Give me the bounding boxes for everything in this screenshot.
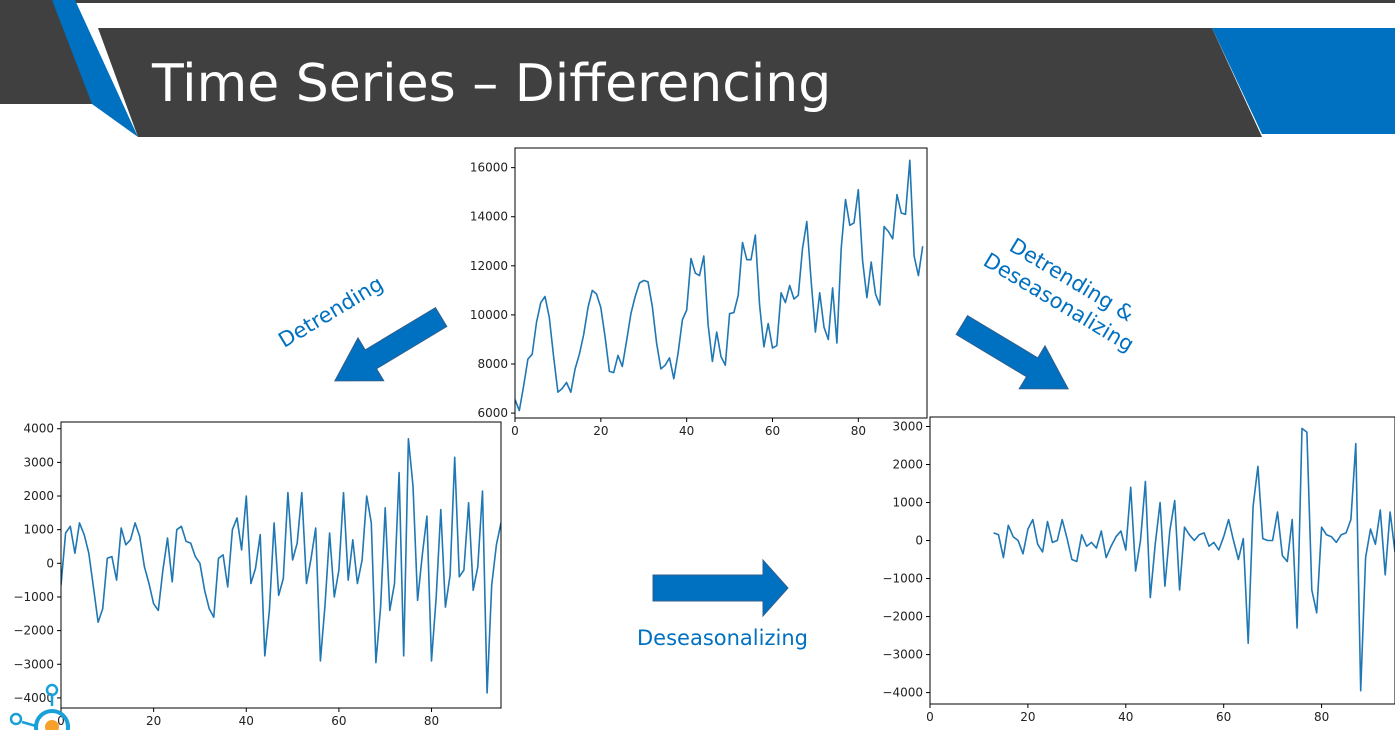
y-tick-label: 8000: [477, 357, 508, 371]
x-tick-label: 0: [57, 714, 65, 728]
x-tick-label: 20: [593, 424, 608, 438]
x-tick-label: 80: [1314, 710, 1329, 724]
plot-area: [61, 422, 501, 708]
y-tick-label: 0: [46, 556, 54, 570]
x-tick-label: 40: [1118, 710, 1133, 724]
y-tick-label: 2000: [23, 489, 54, 503]
x-tick-label: 40: [239, 714, 254, 728]
y-tick-label: −1000: [882, 572, 923, 586]
label-deseasonalizing: Deseasonalizing: [637, 626, 808, 650]
series-line: [61, 437, 501, 694]
chart-detrended-deseasonalized: 0 20 40 60 80 −4000 −3000 −2000 −1000 0 1000 2000 30…: [882, 416, 1395, 724]
y-tick-label: −3000: [882, 648, 923, 662]
y-tick-label: 16000: [470, 161, 508, 175]
y-tick-label: 6000: [477, 406, 508, 420]
y-tick-label: 2000: [892, 458, 923, 472]
banner-left-block: [0, 0, 104, 104]
chart-original: 0 20 40 60 80 6000 8000 10000 12000 14000 16000: [470, 147, 928, 438]
top-rule: [0, 0, 1395, 3]
y-tick-label: −2000: [13, 624, 54, 638]
y-tick-label: 0: [915, 534, 923, 548]
x-tick-label: 80: [424, 714, 439, 728]
arrow-down-left-icon: [334, 306, 448, 382]
y-tick-label: 1000: [23, 523, 54, 537]
x-tick-label: 20: [146, 714, 161, 728]
x-tick-label: 0: [926, 710, 934, 724]
y-tick-label: −4000: [13, 691, 54, 705]
y-tick-label: −1000: [13, 590, 54, 604]
x-tick-label: 60: [765, 424, 780, 438]
lightbulb-logo-icon: [9, 683, 70, 730]
chart-detrended: 0 20 40 60 80 −4000 −3000 −2000 −1000 0 1000 2000 30…: [13, 421, 502, 728]
x-tick-label: 20: [1020, 710, 1035, 724]
plot-area: [930, 417, 1395, 704]
plot-frame: [514, 147, 928, 419]
y-tick-label: 3000: [892, 420, 923, 434]
plot-frame: [60, 421, 502, 709]
page-title: Time Series – Differencing: [152, 54, 832, 114]
arrow-down-right-icon: [955, 314, 1069, 390]
x-tick-label: 60: [1216, 710, 1231, 724]
y-tick-label: 14000: [470, 210, 508, 224]
banner-left-stripe: [52, 0, 138, 137]
series-line: [515, 159, 924, 412]
y-tick-label: −2000: [882, 610, 923, 624]
series-line: [993, 427, 1395, 692]
y-tick-label: 3000: [23, 455, 54, 469]
x-tick-label: 80: [851, 424, 866, 438]
y-tick-label: 1000: [892, 496, 923, 510]
arrow-right-icon: [652, 558, 789, 618]
y-tick-label: 10000: [470, 308, 508, 322]
x-tick-label: 40: [679, 424, 694, 438]
banner-right-block: [1212, 28, 1395, 134]
y-tick-label: 12000: [470, 259, 508, 273]
plot-frame: [929, 416, 1395, 705]
y-tick-label: −4000: [882, 686, 923, 700]
x-tick-label: 60: [331, 714, 346, 728]
y-tick-label: 4000: [23, 422, 54, 436]
banner: [98, 28, 1262, 137]
y-tick-label: −3000: [13, 657, 54, 671]
x-tick-label: 0: [511, 424, 519, 438]
